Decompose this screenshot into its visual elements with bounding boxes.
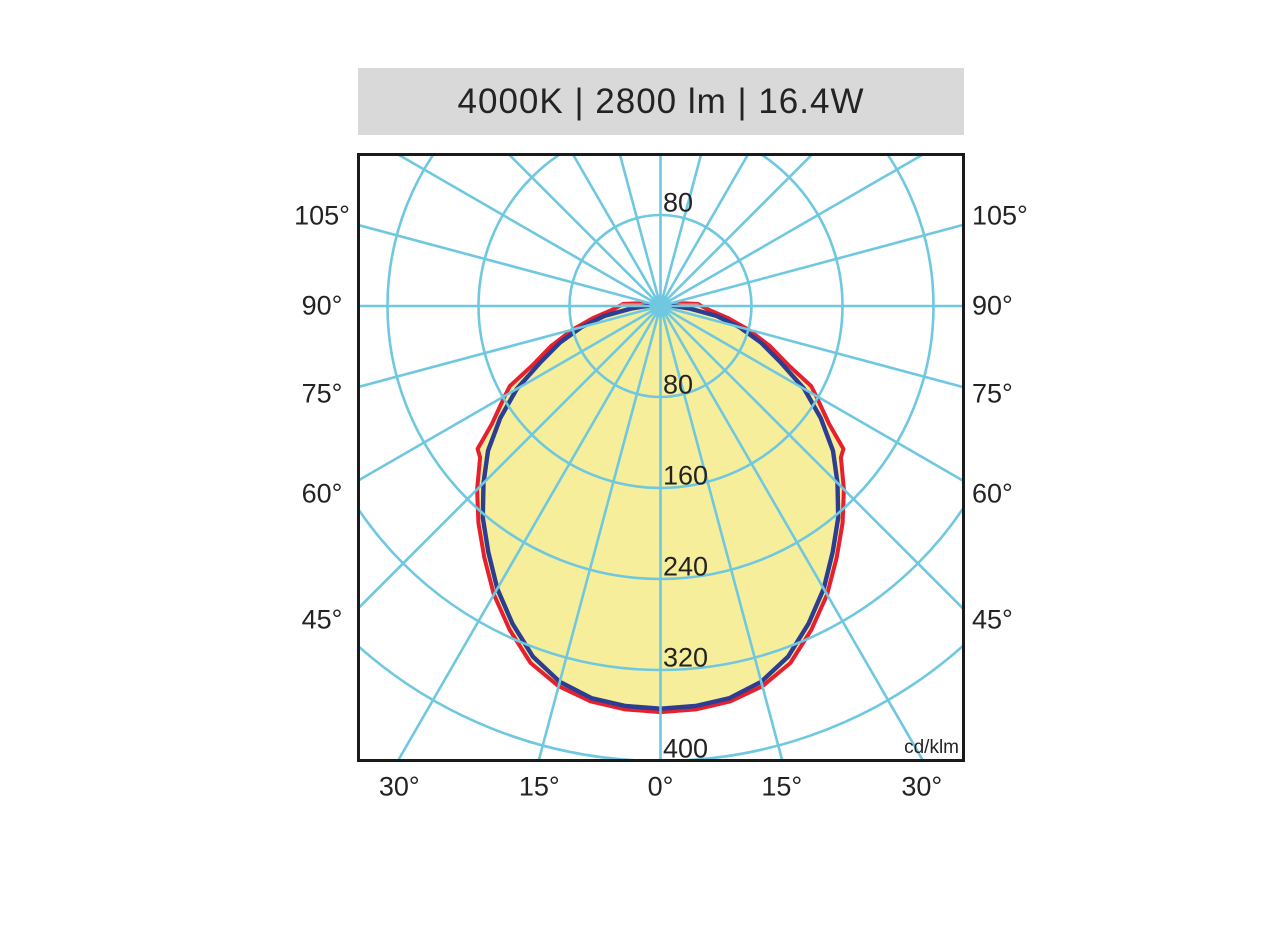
angle-label-right: 75° bbox=[972, 378, 1013, 409]
grid-ray bbox=[659, 305, 924, 759]
grid-ray bbox=[398, 156, 662, 308]
radial-label: 160 bbox=[663, 460, 709, 491]
chart-frame bbox=[357, 153, 965, 762]
radial-label-top: 80 bbox=[663, 187, 694, 218]
radial-label: 80 bbox=[663, 369, 694, 400]
angle-label-bottom: 15° bbox=[518, 771, 560, 802]
grid-ray bbox=[659, 305, 784, 759]
grid-ray bbox=[659, 156, 813, 307]
grid-ray bbox=[360, 304, 662, 481]
angle-label-left: 75° bbox=[301, 378, 343, 409]
angle-label-left: 45° bbox=[301, 604, 343, 635]
grid-ray bbox=[572, 156, 662, 307]
curve-red bbox=[475, 301, 846, 715]
grid-ray bbox=[659, 305, 962, 610]
unit-label: cd/klm bbox=[904, 737, 959, 758]
grid-ray bbox=[659, 304, 962, 482]
center-hub bbox=[649, 295, 672, 317]
grid-ray bbox=[537, 305, 662, 759]
title-text: 4000K | 2800 lm | 16.4W bbox=[457, 81, 865, 121]
grid-ray bbox=[660, 304, 962, 389]
angle-label-right: 105° bbox=[972, 200, 1028, 231]
grid-ray bbox=[360, 305, 662, 609]
radial-label: 400 bbox=[663, 733, 709, 764]
angle-label-left: 60° bbox=[301, 478, 343, 509]
angle-label-bottom: 30° bbox=[901, 771, 943, 802]
angle-label-bottom: 0° bbox=[647, 771, 674, 802]
grid-ray bbox=[660, 223, 962, 308]
angle-label-left: 90° bbox=[301, 290, 343, 321]
grid-ray bbox=[618, 156, 662, 307]
grid-ray bbox=[508, 156, 662, 307]
angle-label-bottom: 15° bbox=[761, 771, 803, 802]
radial-label: 240 bbox=[663, 551, 709, 582]
title-bar: 4000K | 2800 lm | 16.4W bbox=[358, 68, 964, 135]
angle-label-right: 90° bbox=[972, 290, 1013, 321]
grid-ray bbox=[659, 156, 749, 307]
grid-ray bbox=[659, 156, 923, 308]
curve-blue bbox=[480, 303, 841, 711]
grid-ray bbox=[397, 305, 662, 759]
angle-label-right: 60° bbox=[972, 478, 1013, 509]
grid-ray bbox=[360, 224, 661, 308]
radial-label: 320 bbox=[663, 642, 709, 673]
grid-ray bbox=[360, 304, 661, 388]
angle-label-left: 105° bbox=[294, 200, 350, 231]
angle-label-bottom: 30° bbox=[378, 771, 420, 802]
angle-label-right: 45° bbox=[972, 604, 1013, 635]
grid-ray bbox=[659, 156, 703, 307]
